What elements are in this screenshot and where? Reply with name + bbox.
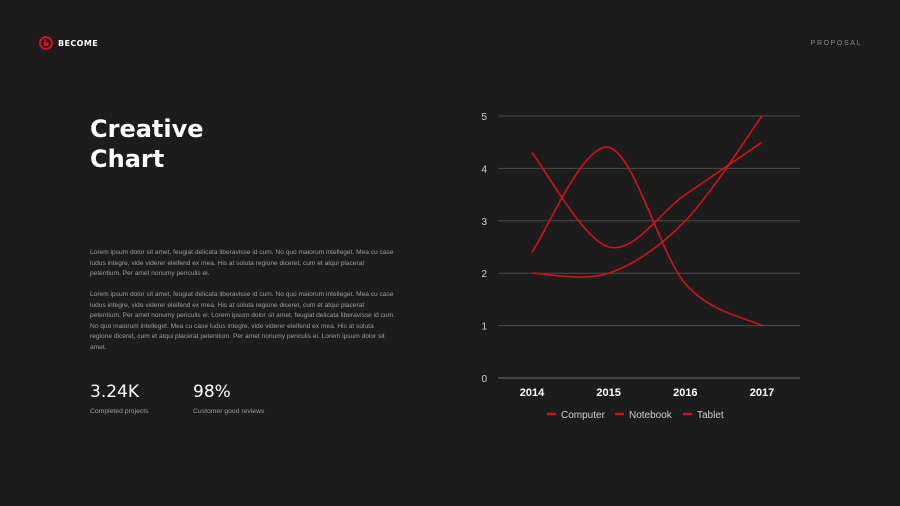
series-line-tablet <box>531 115 763 278</box>
y-tick-label: 0 <box>481 374 487 385</box>
stat-customer-reviews: 98% Customer good reviews <box>193 381 264 415</box>
legend-label: Tablet <box>697 410 724 421</box>
y-tick-label: 2 <box>481 269 487 280</box>
series-line-notebook <box>531 146 763 327</box>
title-line-2: Chart <box>90 145 165 173</box>
series-line-computer <box>531 141 763 249</box>
x-tick-label: 2016 <box>673 387 697 399</box>
y-tick-label: 5 <box>481 112 487 123</box>
stat-label: Customer good reviews <box>193 408 265 415</box>
legend-label: Notebook <box>629 410 673 421</box>
logo-icon <box>39 36 53 50</box>
x-tick-label: 2017 <box>750 387 774 399</box>
brand-name: BECOME <box>58 38 99 48</box>
stat-label: Completed projects <box>90 408 149 415</box>
y-tick-label: 4 <box>481 164 487 175</box>
body-paragraph-2: Lorem ipsum dolor sit amet, feugiat deli… <box>90 291 395 351</box>
y-tick-label: 3 <box>481 217 487 228</box>
x-tick-label: 2015 <box>596 387 620 399</box>
brand-logo: BECOME <box>39 36 98 50</box>
stat-value: 98% <box>193 382 231 402</box>
x-tick-label: 2014 <box>520 387 545 399</box>
stat-completed-projects: 3.24K Completed projects <box>90 381 149 415</box>
title-line-1: Creative <box>90 115 204 143</box>
body-paragraph-1: Lorem ipsum dolor sit amet, feugiat deli… <box>90 249 394 278</box>
header-tag: PROPOSAL <box>810 40 862 47</box>
page-title: Creative Chart <box>90 114 204 174</box>
legend-label: Computer <box>561 410 606 421</box>
y-tick-label: 1 <box>481 322 487 333</box>
line-chart: 0 1 2 3 4 5 2014 2015 2016 2017 Computer Notebook Ta… <box>481 112 800 421</box>
stat-value: 3.24K <box>90 382 139 402</box>
